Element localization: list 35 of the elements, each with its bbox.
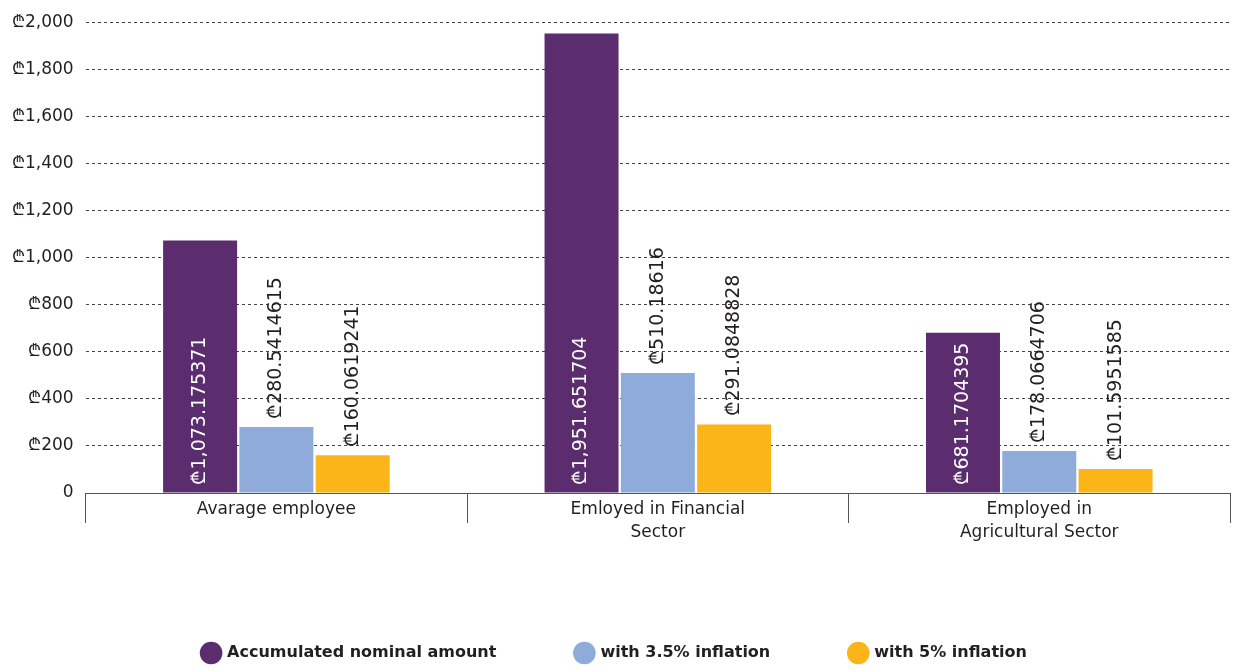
bar	[163, 240, 238, 493]
data-label: ₾101.5951585	[1102, 319, 1125, 462]
y-tick-label: ₾1,600	[12, 104, 74, 125]
data-label: ₾160.0619241	[339, 305, 362, 448]
bar	[1078, 469, 1153, 493]
bar	[697, 424, 772, 493]
y-tick-label: ₾800	[28, 293, 74, 314]
y-tick-label: ₾600	[28, 340, 74, 361]
x-tick-label: Avarage employee	[196, 497, 356, 518]
bar	[925, 332, 1000, 493]
x-tick-label: Emloyed in Financial Sector	[570, 497, 746, 541]
data-label: ₾178.0664706	[1026, 301, 1049, 444]
x-tick-label: Employed in Agricultural Sector	[959, 497, 1119, 541]
bar	[239, 426, 314, 493]
bar	[620, 372, 695, 493]
bar	[1002, 451, 1077, 493]
data-label: ₾1,073.175371	[187, 336, 210, 485]
legend-label: Accumulated nominal amount	[227, 642, 497, 662]
data-label: ₾291.0848828	[721, 274, 744, 417]
data-label: ₾681.1704395	[949, 342, 972, 485]
data-label: ₾1,951.651704	[568, 336, 591, 485]
legend-label: with 3.5% inflation	[600, 642, 771, 662]
data-label: ₾280.5414615	[263, 277, 286, 419]
bar	[315, 455, 390, 493]
legend-label: with 5% inflation	[874, 642, 1027, 662]
data-label: ₾510.18616	[644, 247, 667, 365]
y-tick-label: ₾200	[28, 434, 74, 455]
y-tick-label: ₾400	[28, 387, 74, 408]
y-tick-label: ₾1,000	[12, 246, 74, 267]
y-tick-label: ₾1,400	[12, 151, 74, 172]
y-tick-label: ₾1,800	[12, 57, 74, 78]
y-tick-label: ₾2,000	[12, 10, 74, 31]
y-tick-label: 0	[62, 481, 74, 502]
y-tick-label: ₾1,200	[12, 198, 74, 219]
bar	[544, 33, 619, 493]
